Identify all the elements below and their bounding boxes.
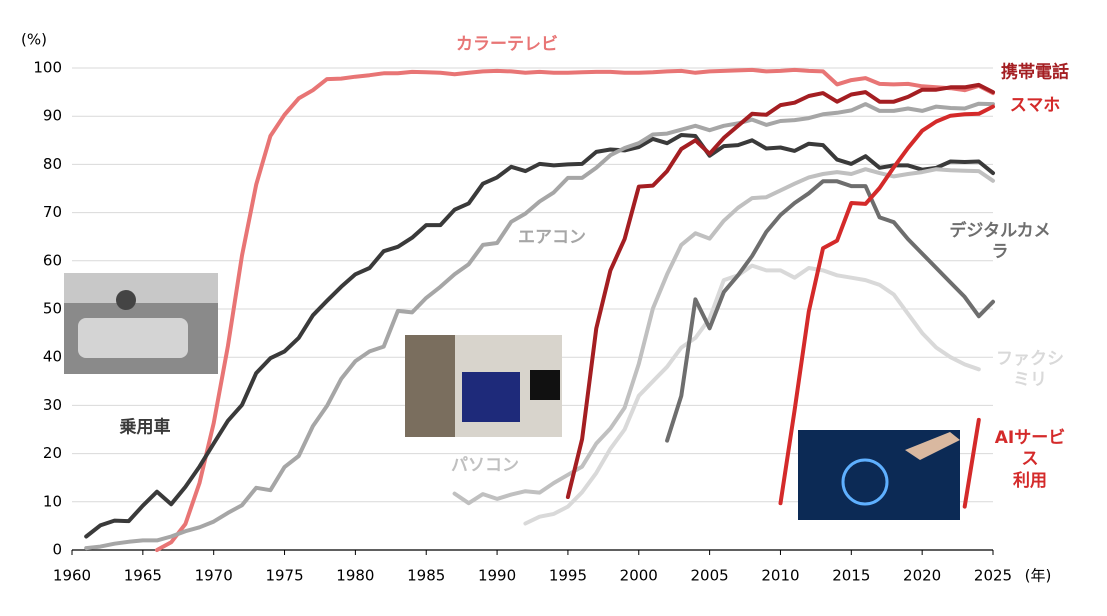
y-tick-label: 50 [43, 300, 62, 318]
x-tick-label: 1970 [195, 567, 233, 585]
series-label: パソコン [451, 455, 519, 476]
series-label: エアコン [518, 227, 586, 248]
photo-car-body [78, 318, 188, 358]
series-label: 乗用車 [119, 417, 171, 438]
y-tick-label: 60 [43, 251, 62, 269]
x-tick-label: 2005 [691, 567, 729, 585]
x-tick-label: 2010 [761, 567, 799, 585]
series-label: 携帯電話 [1001, 62, 1069, 83]
photo-monitor [462, 372, 520, 422]
series-line [84, 133, 995, 539]
x-tick-label: 1965 [124, 567, 162, 585]
y-tick-label: 70 [43, 203, 62, 221]
x-tick-label: 2000 [620, 567, 658, 585]
x-tick-label: 2015 [832, 567, 870, 585]
photo-car [64, 273, 218, 374]
series-line [665, 179, 995, 443]
series-line [962, 417, 981, 509]
photo-person [116, 290, 136, 310]
x-tick-label: 1990 [478, 567, 516, 585]
series-line [84, 101, 995, 551]
x-tick-label: 2025 [974, 567, 1012, 585]
x-unit: (年) [1025, 567, 1052, 585]
y-unit: (%) [21, 31, 47, 49]
series-label: AIサービス 利用 [994, 428, 1066, 491]
x-tick-label: 1975 [265, 567, 303, 585]
series-label: スマホ [1009, 95, 1061, 116]
series-label: カラーテレビ [456, 34, 558, 55]
photo-ai-ring [841, 458, 889, 506]
series-label: ファクシミリ [996, 348, 1064, 390]
y-tick-label: 40 [43, 348, 62, 366]
series-line [565, 82, 995, 499]
photo-hand [905, 432, 960, 460]
y-tick-label: 20 [43, 444, 62, 462]
y-tick-label: 90 [43, 107, 62, 125]
series-label: デジタルカメラ [949, 220, 1051, 262]
series-line [778, 104, 995, 506]
x-tick-label: 1995 [549, 567, 587, 585]
y-tick-label: 30 [43, 396, 62, 414]
x-tick-label: 1985 [407, 567, 445, 585]
y-tick-label: 0 [52, 541, 62, 559]
photo-sign [530, 370, 560, 400]
y-tick-label: 10 [43, 492, 62, 510]
y-tick-label: 80 [43, 155, 62, 173]
photo-wall [405, 335, 455, 437]
series-line [155, 67, 995, 552]
x-tick-label: 2020 [903, 567, 941, 585]
photo-sky [64, 273, 218, 303]
series-line [452, 167, 995, 506]
series-line [523, 263, 981, 526]
photo-windows [405, 335, 562, 437]
y-tick-label: 100 [33, 59, 62, 77]
x-tick-label: 1960 [53, 567, 91, 585]
photo-ai [798, 430, 960, 520]
x-tick-label: 1980 [336, 567, 374, 585]
